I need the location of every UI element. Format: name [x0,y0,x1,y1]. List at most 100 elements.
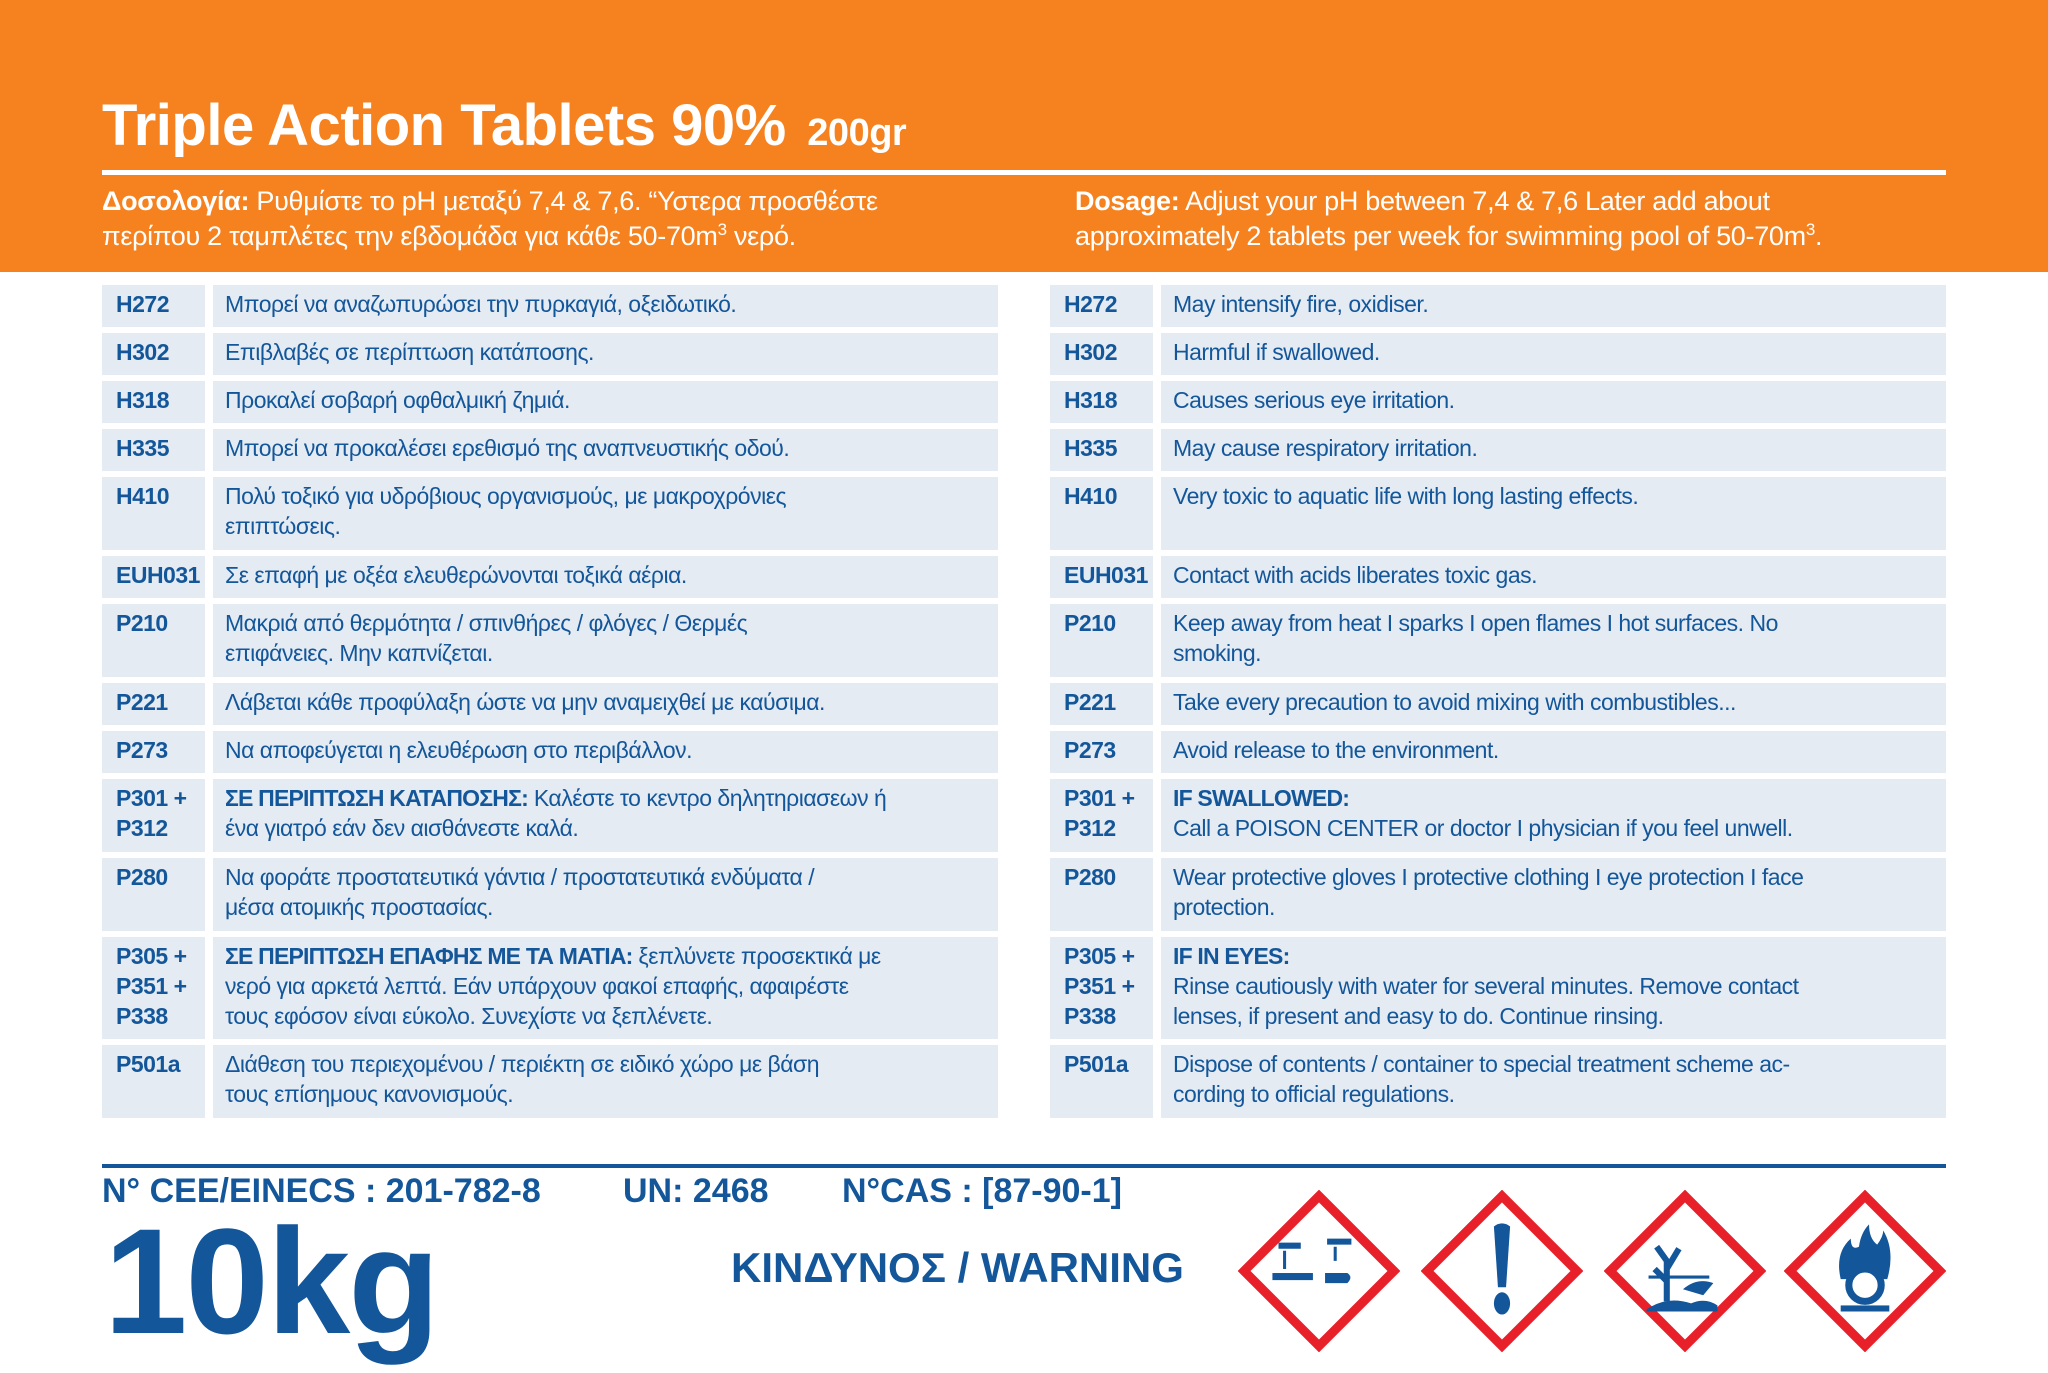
dosage-text: Adjust your pH between 7,4 & 7,6 Later a… [1075,186,1806,251]
statements-greek: H272 Μπορεί να αναζωπυρώσει την πυρκαγιά,… [102,285,998,1118]
statement-body: Dispose of contents / container to speci… [1173,1051,1790,1107]
cas-number: N°CAS : [87-90-1] [842,1172,1122,1210]
statement-body: May intensify fire, oxidiser. [1173,291,1429,317]
statement-text: May intensify fire, oxidiser. [1161,285,1946,327]
statement-row: P273 Να αποφεύγεται η ελευθέρωση στο περι… [102,731,998,773]
statement-heading: IF IN EYES: [1173,943,1290,969]
dosage-label: Dosage: [1075,186,1180,216]
statement-code: EUH031 [1050,556,1153,598]
statement-body: Επιβλαβές σε περίπτωση κατάποσης. [225,339,594,365]
statement-row: P301 + P312 IF SWALLOWED: Call a POISON C… [1050,779,1946,852]
statement-text: Wear protective gloves I protective clot… [1161,858,1946,931]
statement-text: Μπορεί να προκαλέσει ερεθισμό της αναπνε… [213,429,998,471]
statement-code: H302 [102,333,205,375]
statement-code: P305 + P351 + P338 [1050,937,1153,1039]
statement-code: P221 [102,683,205,725]
statement-row: H318 Causes serious eye irritation. [1050,381,1946,423]
statement-row: P273 Avoid release to the environment. [1050,731,1946,773]
dosage-label: Δοσολογία: [102,186,250,216]
statement-code: P210 [1050,604,1153,677]
statement-code: P501a [102,1045,205,1118]
statement-code: H272 [1050,285,1153,327]
statement-text: Μπορεί να αναζωπυρώσει την πυρκαγιά, οξε… [213,285,998,327]
statement-body: Call a POISON CENTER or doctor I physici… [1173,815,1793,841]
title-text: Triple Action Tablets 90% [102,93,786,158]
statement-code: H410 [1050,477,1153,550]
statement-row: H302 Επιβλαβές σε περίπτωση κατάποσης. [102,333,998,375]
statement-body: Take every precaution to avoid mixing wi… [1173,689,1736,715]
statement-text: Avoid release to the environment. [1161,731,1946,773]
statement-row: H318 Προκαλεί σοβαρή οφθαλμική ζημιά. [102,381,998,423]
statement-body: Προκαλεί σοβαρή οφθαλμική ζημιά. [225,387,570,413]
statement-text: IF IN EYES: Rinse cautiously with water … [1161,937,1946,1039]
statement-code: H302 [1050,333,1153,375]
statement-body: Να φοράτε προστατευτικά γάντια / προστατ… [225,864,815,920]
statement-body: Keep away from heat I sparks I open flam… [1173,610,1778,666]
statement-body: Σε επαφή με οξέα ελευθερώνονται τοξικά α… [225,562,687,588]
statement-code: H410 [102,477,205,550]
statement-text: IF SWALLOWED: Call a POISON CENTER or do… [1161,779,1946,852]
statement-row: P305 + P351 + P338 IF IN EYES: Rinse caut… [1050,937,1946,1039]
statement-row: H335 Μπορεί να προκαλέσει ερεθισμό της αν… [102,429,998,471]
product-title: Triple Action Tablets 90% 200gr [102,92,907,159]
statement-row: P210 Μακριά από θερμότητα / σπινθήρες / φ… [102,604,998,677]
statement-row: P280 Να φοράτε προστατευτικά γάντια / προ… [102,858,998,931]
statement-code: P273 [1050,731,1153,773]
dosage-english: Dosage: Adjust your pH between 7,4 & 7,6… [1075,184,1823,254]
dosage-greek: Δοσολογία: Ρυθμίστε το pH μεταξύ 7,4 & 7… [102,184,878,254]
statement-body: Να αποφεύγεται η ελευθέρωση στο περιβάλλ… [225,737,693,763]
statement-code: P301 + P312 [102,779,205,852]
statement-row: P280 Wear protective gloves I protective … [1050,858,1946,931]
statement-row: EUH031 Contact with acids liberates toxic… [1050,556,1946,598]
statement-row: H410 Πολύ τοξικό για υδρόβιους οργανισμού… [102,477,998,550]
statement-text: ΣΕ ΠΕΡΙΠΤΩΣΗ ΕΠΑΦΗΣ ΜΕ ΤΑ ΜΑΤΙΑ: ξεπλύνε… [213,937,998,1039]
statement-heading: ΣΕ ΠΕΡΙΠΤΩΣΗ ΕΠΑΦΗΣ ΜΕ ΤΑ ΜΑΤΙΑ: [225,943,633,969]
statement-body: ξεπλύνετε προσεκτικά με νερό για αρκετά … [225,943,881,1029]
statement-row: P221 Λάβεται κάθε προφύλαξη ώστε να μην α… [102,683,998,725]
statement-body: Καλέστε το κεντρο δηλητηριασεων ή ένα γι… [225,785,887,841]
statement-text: Λάβεται κάθε προφύλαξη ώστε να μην αναμε… [213,683,998,725]
statement-text: Να φοράτε προστατευτικά γάντια / προστατ… [213,858,998,931]
statement-body: Rinse cautiously with water for several … [1173,973,1799,1029]
statement-text: Σε επαφή με οξέα ελευθερώνονται τοξικά α… [213,556,998,598]
statement-code: P305 + P351 + P338 [102,937,205,1039]
statement-text: Contact with acids liberates toxic gas. [1161,556,1946,598]
statement-code: P210 [102,604,205,677]
statement-text: Keep away from heat I sparks I open flam… [1161,604,1946,677]
statement-code: P221 [1050,683,1153,725]
dosage-superscript: 3 [1805,220,1815,239]
un-number: UN: 2468 [623,1172,769,1210]
statement-text: Επιβλαβές σε περίπτωση κατάποσης. [213,333,998,375]
statement-row: H335 May cause respiratory irritation. [1050,429,1946,471]
statement-text: Dispose of contents / container to speci… [1161,1045,1946,1118]
statement-row: P221 Take every precaution to avoid mixin… [1050,683,1946,725]
statement-text: ΣΕ ΠΕΡΙΠΤΩΣΗ ΚΑΤΑΠΟΣΗΣ: Καλέστε το κεντρ… [213,779,998,852]
statement-code: H335 [102,429,205,471]
statement-body: Πολύ τοξικό για υδρόβιους οργανισμούς, μ… [225,483,787,539]
statement-body: Harmful if swallowed. [1173,339,1380,365]
environment-icon [1604,1190,1766,1352]
statement-body: Avoid release to the environment. [1173,737,1499,763]
statement-body: Wear protective gloves I protective clot… [1173,864,1804,920]
statement-code: P273 [102,731,205,773]
statement-text: Πολύ τοξικό για υδρόβιους οργανισμούς, μ… [213,477,998,550]
statement-text: Διάθεση του περιεχομένου / περιέκτη σε ε… [213,1045,998,1118]
statement-text: Προκαλεί σοβαρή οφθαλμική ζημιά. [213,381,998,423]
statement-code: P280 [1050,858,1153,931]
statement-row: P301 + P312 ΣΕ ΠΕΡΙΠΤΩΣΗ ΚΑΤΑΠΟΣΗΣ: Καλέσ… [102,779,998,852]
statement-text: Causes serious eye irritation. [1161,381,1946,423]
statement-code: H318 [1050,381,1153,423]
statement-body: Contact with acids liberates toxic gas. [1173,562,1538,588]
dosage-text: Ρυθμίστε το pH μεταξύ 7,4 & 7,6. “Υστερα… [102,186,878,251]
statement-row: H272 Μπορεί να αναζωπυρώσει την πυρκαγιά,… [102,285,998,327]
statement-code: H335 [1050,429,1153,471]
statements-english: H272 May intensify fire, oxidiser. H302 Har… [1050,285,1946,1118]
statement-row: P305 + P351 + P338 ΣΕ ΠΕΡΙΠΤΩΣΗ ΕΠΑΦΗΣ ΜΕ… [102,937,998,1039]
statement-code: H272 [102,285,205,327]
statement-body: Μπορεί να προκαλέσει ερεθισμό της αναπνε… [225,435,790,461]
statement-body: Μακριά από θερμότητα / σπινθήρες / φλόγε… [225,610,748,666]
statement-code: P280 [102,858,205,931]
statement-text: Very toxic to aquatic life with long las… [1161,477,1946,550]
oxidizer-flame-over-circle-icon [1784,1190,1946,1352]
header-band: Triple Action Tablets 90% 200gr Δοσολογί… [0,0,2048,272]
